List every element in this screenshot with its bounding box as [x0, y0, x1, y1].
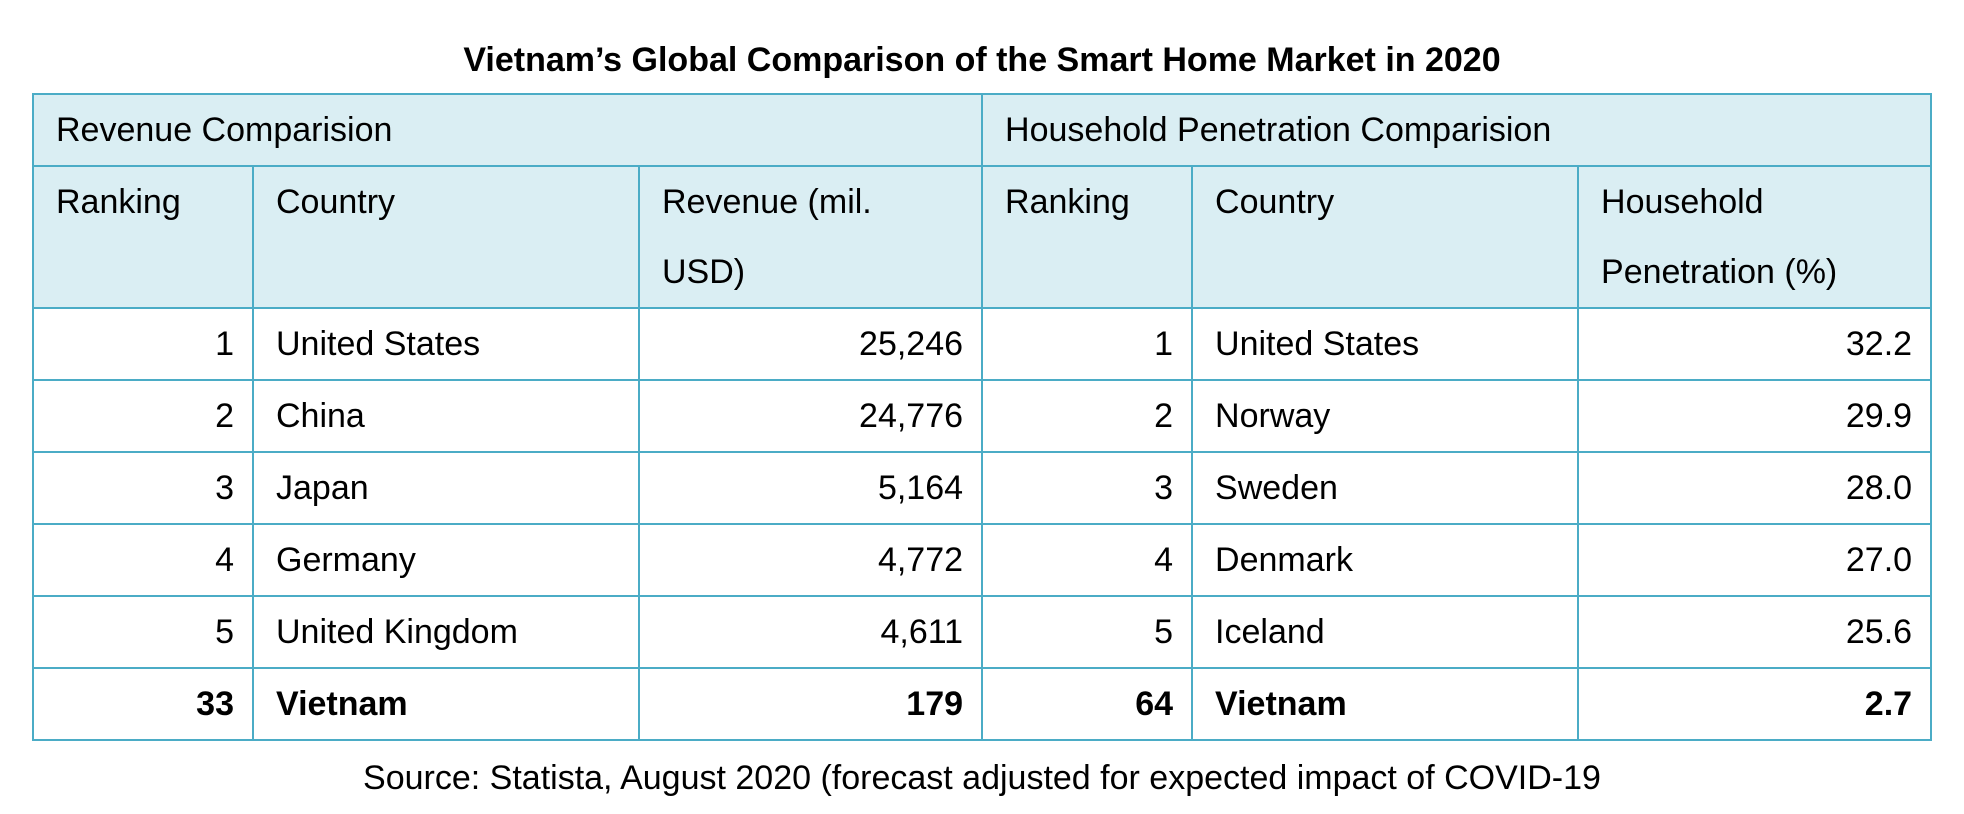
smart-home-comparison-table: Revenue Comparision Household Penetratio…: [31, 93, 1933, 741]
revenue-value-cell: 4,611: [637, 595, 984, 669]
revenue-rank-cell: 3: [32, 451, 254, 525]
revenue-country-header: Country: [252, 165, 640, 309]
penetration-rank-cell: 1: [981, 307, 1194, 381]
penetration-rank-cell: 64: [981, 667, 1194, 741]
table-row: 4 Germany 4,772 4 Denmark 27.0: [32, 523, 1933, 597]
penetration-ranking-header: Ranking: [981, 165, 1194, 309]
vietnam-row: 33 Vietnam 179 64 Vietnam 2.7: [32, 667, 1933, 741]
revenue-ranking-header: Ranking: [32, 165, 254, 309]
revenue-country-cell: China: [252, 379, 640, 453]
revenue-value-cell: 25,246: [637, 307, 984, 381]
penetration-value-cell: 25.6: [1577, 595, 1933, 669]
penetration-country-header: Country: [1191, 165, 1580, 309]
penetration-country-cell: Vietnam: [1191, 667, 1580, 741]
penetration-group-header: Household Penetration Comparision: [981, 93, 1933, 167]
penetration-rank-cell: 2: [981, 379, 1194, 453]
penetration-value-cell: 28.0: [1577, 451, 1933, 525]
penetration-value-cell: 29.9: [1577, 379, 1933, 453]
revenue-rank-cell: 4: [32, 523, 254, 597]
revenue-country-cell: United States: [252, 307, 640, 381]
penetration-value-cell: 32.2: [1577, 307, 1933, 381]
revenue-value-cell: 5,164: [637, 451, 984, 525]
revenue-rank-cell: 5: [32, 595, 254, 669]
table-row: 1 United States 25,246 1 United States 3…: [32, 307, 1933, 381]
penetration-country-cell: Norway: [1191, 379, 1580, 453]
penetration-value-cell: 2.7: [1577, 667, 1933, 741]
table-title: Vietnam’s Global Comparison of the Smart…: [463, 41, 1501, 79]
source-note: Source: Statista, August 2020 (forecast …: [363, 759, 1601, 797]
penetration-country-cell: Sweden: [1191, 451, 1580, 525]
penetration-country-cell: Iceland: [1191, 595, 1580, 669]
revenue-country-cell: Germany: [252, 523, 640, 597]
revenue-rank-cell: 33: [32, 667, 254, 741]
table-row: 2 China 24,776 2 Norway 29.9: [32, 379, 1933, 453]
revenue-country-cell: Japan: [252, 451, 640, 525]
revenue-value-header: Revenue (mil. USD): [637, 165, 984, 309]
penetration-rank-cell: 4: [981, 523, 1194, 597]
penetration-country-cell: Denmark: [1191, 523, 1580, 597]
revenue-value-cell: 179: [637, 667, 984, 741]
table-row: 3 Japan 5,164 3 Sweden 28.0: [32, 451, 1933, 525]
revenue-rank-cell: 2: [32, 379, 254, 453]
revenue-group-header: Revenue Comparision: [31, 93, 984, 167]
penetration-rank-cell: 5: [981, 595, 1194, 669]
group-header-row: Revenue Comparision Household Penetratio…: [31, 93, 1933, 167]
revenue-value-cell: 4,772: [637, 523, 984, 597]
revenue-value-cell: 24,776: [637, 379, 984, 453]
revenue-country-cell: Vietnam: [252, 667, 640, 741]
penetration-value-cell: 27.0: [1577, 523, 1933, 597]
penetration-rank-cell: 3: [981, 451, 1194, 525]
table-row: 5 United Kingdom 4,611 5 Iceland 25.6: [32, 595, 1933, 669]
revenue-country-cell: United Kingdom: [252, 595, 640, 669]
revenue-rank-cell: 1: [32, 307, 254, 381]
penetration-value-header: Household Penetration (%): [1577, 165, 1933, 309]
column-header-row: Ranking Country Revenue (mil. USD) Ranki…: [32, 165, 1933, 309]
penetration-country-cell: United States: [1191, 307, 1580, 381]
